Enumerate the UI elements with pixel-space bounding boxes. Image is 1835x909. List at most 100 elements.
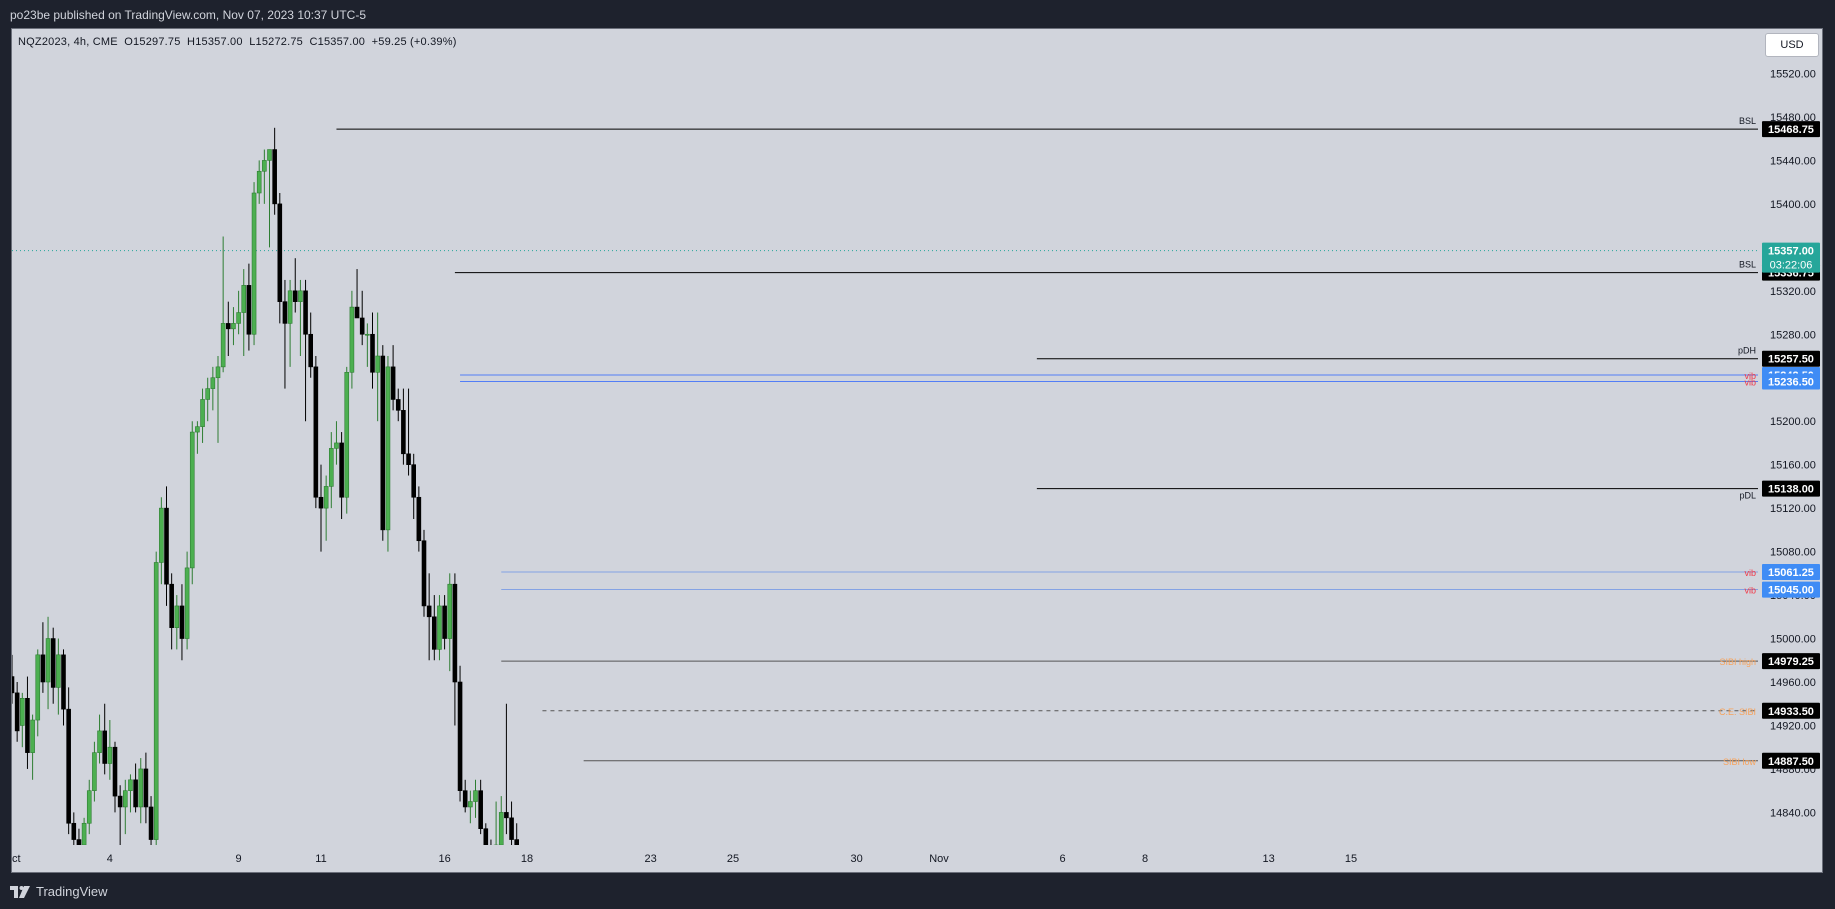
- x-axis-tick-label: 11: [315, 853, 326, 865]
- candle-body: [236, 312, 241, 324]
- x-axis-tick-label: Nov: [929, 853, 949, 865]
- candle-body: [92, 752, 97, 791]
- candle-body: [354, 306, 360, 319]
- candle-body: [50, 638, 56, 688]
- candle-body: [478, 790, 483, 830]
- candle-body: [153, 562, 159, 840]
- candle-body: [375, 355, 380, 373]
- candle-body: [128, 779, 133, 791]
- chart-pane[interactable]: [11, 28, 1823, 873]
- candle-body: [174, 605, 180, 628]
- y-axis-tick-label: 14960.00: [1770, 677, 1816, 689]
- current-price-tag-bg: [1762, 242, 1820, 273]
- price-tag-bg: [1762, 581, 1820, 598]
- level-name-label: SIBI low: [1723, 757, 1757, 767]
- level-name-label: vib: [1744, 586, 1756, 596]
- candle-body: [489, 850, 493, 855]
- candle-body: [390, 366, 396, 400]
- candle-body: [40, 654, 46, 683]
- candle-body: [138, 768, 144, 808]
- candle-body: [401, 410, 406, 455]
- candle-body: [148, 806, 154, 840]
- y-axis-tick-label: 15160.00: [1770, 460, 1816, 472]
- candle-body: [205, 388, 210, 400]
- candle-body: [468, 801, 473, 808]
- level-name-label: BSL: [1739, 116, 1756, 126]
- candle-body: [411, 464, 417, 498]
- candle-body: [97, 730, 102, 753]
- tradingview-brand[interactable]: TradingView: [10, 884, 108, 899]
- y-axis-tick-label: 15320.00: [1770, 286, 1816, 298]
- candle-body: [514, 839, 520, 845]
- candle-body: [241, 285, 247, 313]
- y-axis-tick-label: 14840.00: [1770, 807, 1816, 819]
- price-tag-bg: [1762, 373, 1820, 390]
- candle-body: [406, 453, 411, 465]
- currency-button[interactable]: USD: [1765, 33, 1819, 57]
- x-axis-tick-label: 23: [644, 853, 656, 865]
- y-axis-tick-label: 15280.00: [1770, 329, 1816, 341]
- published-info: po23be published on TradingView.com, Nov…: [10, 8, 367, 22]
- candle-body: [339, 442, 344, 498]
- candle-body: [226, 323, 231, 330]
- candle-body: [76, 839, 82, 845]
- candle-body: [56, 654, 61, 688]
- tradingview-logo-icon: [10, 885, 30, 898]
- candle-body: [19, 697, 25, 726]
- candle-body: [421, 540, 427, 607]
- candle-body: [12, 676, 15, 694]
- y-axis-tick-label: 15520.00: [1770, 68, 1816, 80]
- candle-body: [380, 355, 386, 531]
- candle-body: [251, 192, 257, 335]
- candle-body: [195, 426, 200, 433]
- candle-body: [35, 654, 41, 721]
- candle-countdown-label: 03:22:06: [1770, 260, 1813, 272]
- price-tag-bg: [1762, 563, 1820, 580]
- candle-body: [246, 285, 252, 335]
- candle-body: [86, 790, 92, 824]
- candle-body: [66, 708, 71, 824]
- candle-body: [292, 290, 298, 302]
- y-axis-tick-label: 15200.00: [1770, 416, 1816, 428]
- x-axis-tick-label: 25: [727, 853, 739, 865]
- candle-body: [200, 399, 205, 427]
- price-tag-bg: [1762, 350, 1820, 367]
- candle-body: [334, 442, 339, 449]
- candle-body: [462, 790, 468, 808]
- candle-body: [61, 654, 66, 710]
- bottom-bar: TradingView: [0, 873, 1835, 909]
- candle-body: [452, 583, 458, 683]
- candle-body: [303, 290, 308, 335]
- price-tag-label: 15236.50: [1768, 377, 1814, 389]
- candle-body: [117, 795, 123, 808]
- candle-body: [426, 605, 432, 618]
- x-axis-tick-label: 6: [1060, 853, 1066, 865]
- candle-body: [25, 697, 30, 753]
- candle-body: [493, 844, 499, 845]
- candle-body: [262, 160, 267, 172]
- candle-body: [442, 605, 447, 639]
- candle-body: [509, 817, 514, 840]
- price-tag-label: 15045.00: [1768, 585, 1814, 597]
- candle-body: [313, 366, 319, 498]
- current-price-label: 15357.00: [1768, 246, 1814, 258]
- candle-body: [447, 583, 453, 639]
- y-axis-tick-label: 15000.00: [1770, 634, 1816, 646]
- price-tag-label: 15257.50: [1768, 354, 1814, 366]
- price-tag-bg: [1762, 121, 1820, 138]
- candle-body: [112, 746, 118, 797]
- x-axis-tick-label: 13: [1262, 853, 1274, 865]
- symbol-legend: NQZ2023, 4h, CME O15297.75 H15357.00 L15…: [18, 36, 457, 48]
- price-tag-bg: [1762, 752, 1820, 769]
- price-tag-label: 14979.25: [1768, 656, 1814, 668]
- candle-body: [179, 605, 185, 639]
- price-tag-bg: [1762, 702, 1820, 719]
- candle-body: [328, 448, 334, 487]
- candle-body: [123, 790, 128, 808]
- candle-body: [282, 301, 288, 324]
- y-axis-tick-label: 15120.00: [1770, 503, 1816, 515]
- price-tag-label: 14933.50: [1768, 706, 1814, 718]
- candle-body: [81, 822, 87, 845]
- level-name-label: SIBI high: [1719, 657, 1756, 667]
